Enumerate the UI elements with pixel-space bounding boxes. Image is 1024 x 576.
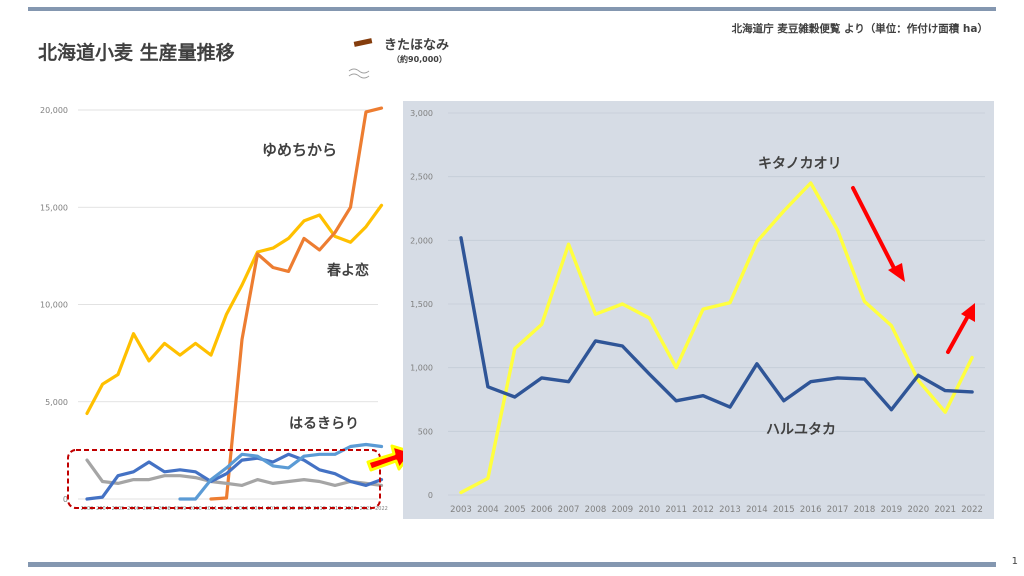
source-note: 北海道庁 麦豆雑穀便覧 より（単位：作付け面積 ha） [731, 23, 988, 35]
top-rule [28, 7, 996, 11]
right-series-haruyutaka [459, 236, 974, 412]
left-series-yumechikara [209, 106, 384, 501]
left-x-tick-label: 2019 [329, 506, 342, 512]
left-y-tick-label: 10,000 [40, 301, 68, 310]
right-x-tick-label: 2007 [558, 505, 580, 515]
left-y-tick-label: 20,000 [40, 106, 68, 115]
left-series-harukirari [178, 442, 384, 501]
right-x-tick-label: 2010 [638, 505, 660, 515]
right-x-tick-label: 2011 [665, 505, 687, 515]
left-x-tick-label: 2022 [375, 506, 388, 512]
left-x-tick-label: 2016 [282, 506, 295, 512]
right-label-kitanokaori: キタノカオリ [758, 156, 842, 172]
left-y-tick-label: 15,000 [40, 203, 68, 212]
kitahonami-approx: （約90,000） [392, 55, 447, 64]
left-x-tick-label: 2018 [313, 506, 326, 512]
omission-squiggle-icon [348, 68, 370, 79]
left-x-tick-label: 2015 [267, 506, 280, 512]
right-x-tick-label: 2014 [746, 505, 768, 515]
right-panel-background [403, 101, 994, 519]
left-x-tick-label: 2014 [251, 506, 264, 512]
right-x-tick-label: 2018 [854, 505, 876, 515]
right-x-tick-label: 2006 [531, 505, 553, 515]
right-label-haruyutaka: ハルユタカ [766, 422, 836, 438]
left-label-haruyokoi: 春よ恋 [326, 262, 369, 279]
right-y-tick-label: 2,000 [410, 236, 433, 245]
highlight-box [67, 449, 381, 509]
left-series-haruyutaka_left [85, 452, 384, 501]
right-y-tick-label: 500 [418, 427, 433, 436]
right-x-tick-label: 2016 [800, 505, 822, 515]
page-number: 1 [1011, 556, 1018, 567]
left-series-gray_series [85, 458, 384, 487]
up-trend-arrow-shaft [946, 314, 970, 354]
right-y-tick-label: 0 [428, 491, 433, 500]
bottom-rule [28, 562, 996, 567]
right-y-tick-label: 3,000 [410, 109, 433, 118]
left-y-tick-label: 0 [63, 495, 68, 504]
left-label-yumechikara: ゆめちから [262, 141, 337, 159]
down-trend-arrow-icon [888, 263, 905, 282]
left-x-tick-label: 2017 [298, 506, 311, 512]
left-y-tick-label: 5,000 [45, 398, 68, 407]
right-x-tick-label: 2021 [934, 505, 956, 515]
right-x-tick-label: 2005 [504, 505, 526, 515]
page-title: 北海道小麦 生産量推移 [38, 42, 235, 64]
right-x-tick-label: 2013 [719, 505, 741, 515]
right-series-kitanokaori [459, 181, 974, 495]
right-x-tick-label: 2008 [585, 505, 607, 515]
up-trend-arrow-icon [961, 303, 975, 322]
right-x-tick-label: 2003 [450, 505, 472, 515]
left-series-haruyokoi [85, 203, 384, 415]
right-x-tick-label: 2019 [881, 505, 903, 515]
left-label-harukirari: はるきらり [289, 416, 359, 432]
right-x-tick-label: 2015 [773, 505, 795, 515]
right-x-tick-label: 2012 [692, 505, 714, 515]
down-trend-arrow-shaft [851, 186, 898, 274]
right-y-tick-label: 1,500 [410, 300, 433, 309]
right-x-tick-label: 2020 [907, 505, 929, 515]
left-x-tick-label: 2003 [81, 506, 94, 512]
right-x-tick-label: 2022 [961, 505, 983, 515]
right-x-tick-label: 2004 [477, 505, 499, 515]
right-y-tick-label: 1,000 [410, 364, 433, 373]
right-y-tick-label: 2,500 [410, 173, 433, 182]
right-x-tick-label: 2009 [612, 505, 634, 515]
right-x-tick-label: 2017 [827, 505, 849, 515]
kitahonami-label: きたほなみ [384, 38, 450, 53]
